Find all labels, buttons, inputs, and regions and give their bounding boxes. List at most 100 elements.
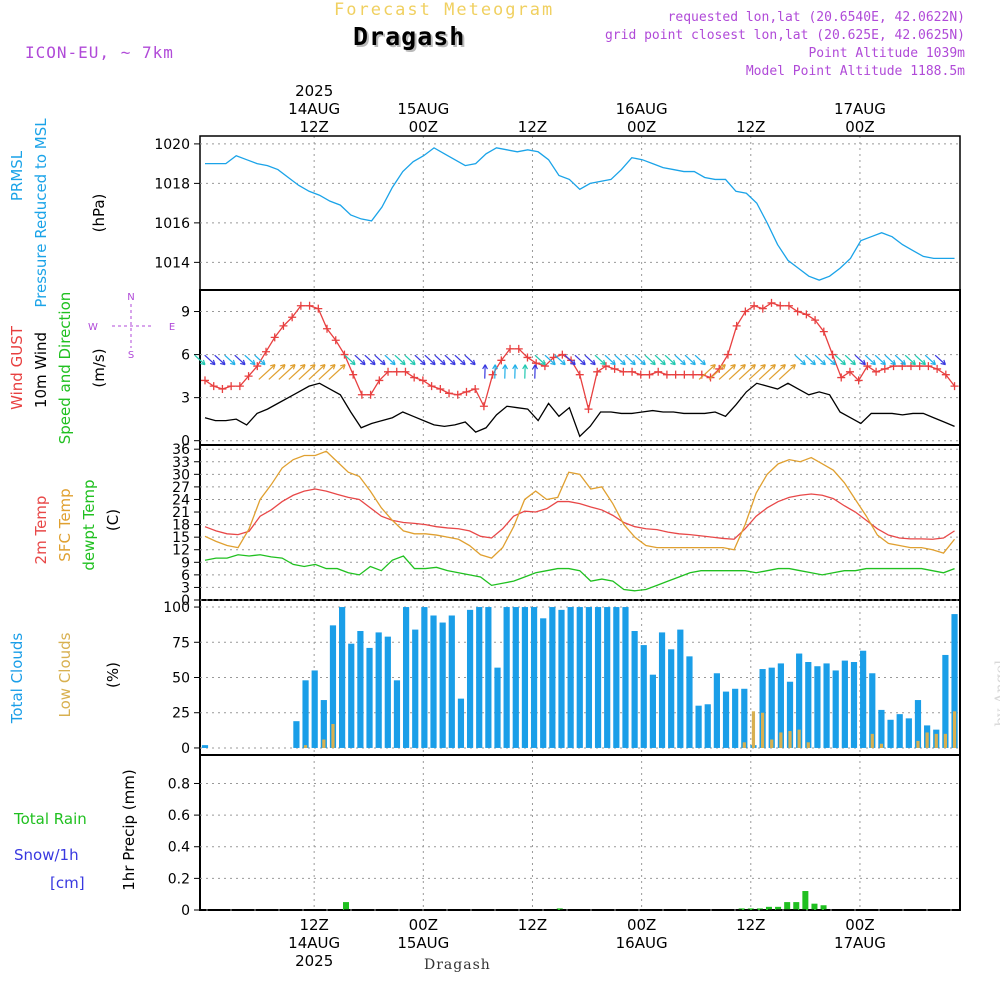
ytick-label: 6	[181, 568, 190, 584]
gust-marker	[671, 370, 680, 379]
total-cloud-bar	[476, 607, 483, 748]
wind-arrow	[738, 364, 756, 380]
total-cloud-bar	[293, 721, 300, 748]
gust-marker	[732, 321, 741, 330]
wind-arrow	[604, 354, 616, 366]
total-cloud-bar	[485, 607, 492, 748]
wind-arrow	[328, 364, 346, 380]
low-cloud-bar	[925, 732, 929, 748]
gust-marker	[654, 367, 663, 376]
wind-arrow	[384, 354, 396, 366]
total-cloud-bar	[814, 666, 821, 748]
wind-arrow-head	[930, 359, 937, 366]
gust-marker	[314, 304, 323, 313]
wind-arrow-head	[900, 359, 906, 366]
total-cloud-bar	[887, 719, 894, 748]
gust-marker	[619, 367, 628, 376]
total-cloud-bar	[457, 698, 465, 748]
total-cloud-bar	[430, 615, 437, 748]
wind-arrow	[694, 354, 706, 366]
total-cloud-bar	[466, 609, 474, 748]
wind-arrow	[844, 354, 856, 366]
wind-arrow	[884, 354, 896, 366]
ytick-label: 9	[181, 555, 190, 571]
wind-arrow	[684, 354, 696, 366]
rain-bar	[811, 903, 818, 910]
gust-marker	[662, 370, 671, 379]
snow-label: Snow/1h	[14, 846, 79, 864]
wind-arrow	[404, 354, 416, 366]
rain-bar	[756, 908, 763, 910]
wind-arrow	[864, 354, 876, 366]
total-cloud-bar	[613, 607, 620, 748]
clouds-unit: (%)	[104, 662, 122, 688]
bottom-time-label: 15AUG	[397, 934, 449, 952]
wind-arrow-head	[240, 359, 246, 366]
wind-arrow	[624, 354, 636, 366]
wind-arrow	[464, 354, 476, 366]
gust-marker	[453, 390, 462, 399]
low-cloud-bar	[331, 724, 335, 748]
ytick-label: 1014	[154, 255, 190, 271]
gust-marker	[201, 376, 209, 385]
gust-marker	[331, 336, 340, 345]
wind-arrow	[258, 364, 276, 380]
gust-marker	[793, 307, 802, 316]
total-cloud-bar	[695, 705, 702, 748]
total-cloud-bar	[530, 607, 538, 748]
pressure-label-2: Pressure Reduced to MSL	[32, 118, 50, 308]
gust-marker	[601, 362, 610, 371]
gust-marker	[645, 370, 654, 379]
wind-arrow-head	[750, 364, 756, 370]
total-cloud-bar	[421, 607, 428, 748]
bottom-time-label: 2025	[295, 952, 333, 970]
total-cloud-bar	[576, 607, 583, 748]
wind-arrow-head	[670, 359, 676, 366]
wind-arrow	[674, 354, 686, 366]
gust-marker	[375, 376, 384, 385]
wind-arrow	[344, 354, 356, 366]
wind-arrow	[224, 354, 236, 366]
rain-bar	[765, 906, 772, 910]
wind-arrow	[814, 354, 826, 366]
total-cloud-bar	[686, 656, 693, 748]
wind-arrow	[194, 354, 206, 366]
gust-marker	[802, 310, 811, 319]
wind-arrow-head	[270, 364, 276, 370]
total-cloud-bar	[412, 629, 419, 748]
gust-marker	[915, 362, 924, 371]
wind-arrow-head	[330, 364, 336, 370]
wind-arrow-head	[630, 359, 636, 366]
wind-arrow-head	[512, 364, 518, 370]
total-cloud-bar	[649, 674, 656, 748]
gust-marker	[593, 367, 602, 376]
wind-arrow-head	[570, 359, 576, 366]
ytick-label: 100	[163, 600, 190, 616]
wind-arrow-head	[310, 364, 316, 370]
wind-arrow-head	[660, 359, 666, 366]
ytick-label: 18	[172, 518, 190, 534]
pressure-label-1: PRMSL	[8, 150, 26, 201]
gust-marker	[863, 362, 872, 371]
wind-arrow-head	[640, 359, 646, 366]
dewpt-label: dewpt Temp	[80, 479, 98, 570]
wind-arrow	[794, 354, 806, 366]
wind-arrow-head	[690, 359, 696, 366]
low-cloud-bar	[322, 739, 326, 748]
top-time-label: 17AUG	[834, 100, 886, 118]
rain-bar	[556, 908, 563, 910]
total-cloud-bar	[567, 607, 574, 748]
panel-frame	[199, 135, 961, 291]
panel-frame	[199, 754, 961, 911]
total-cloud-bar	[302, 680, 309, 748]
wind-arrow-head	[200, 359, 206, 366]
total-cloud-bar	[311, 670, 318, 748]
total-cloud-bar	[329, 625, 337, 748]
gust-marker	[741, 307, 750, 316]
rain-bar	[738, 908, 745, 910]
compass-icon: N S W E	[88, 292, 175, 361]
ytick-label: 0	[181, 741, 190, 757]
panel-2	[199, 444, 961, 601]
